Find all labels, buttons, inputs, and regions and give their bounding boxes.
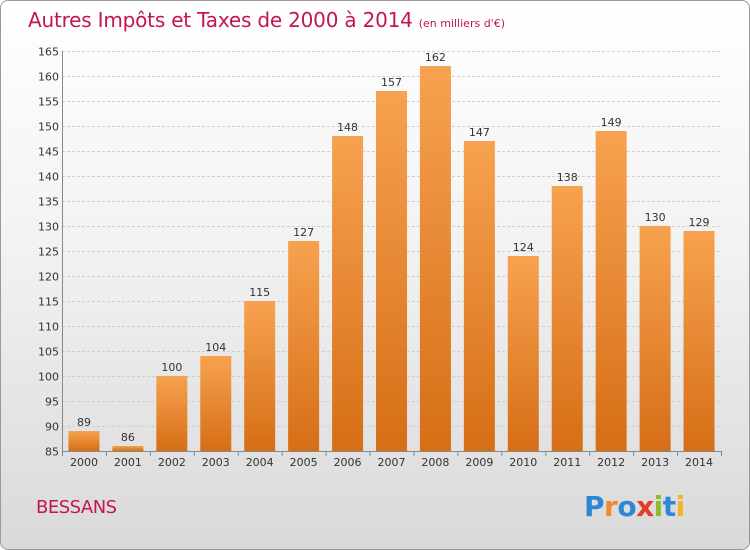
logo-letter: i — [653, 490, 664, 523]
data-label: 157 — [381, 76, 402, 89]
data-label: 162 — [425, 51, 446, 64]
bar — [639, 226, 671, 451]
data-label: 124 — [513, 241, 534, 254]
y-tick-label: 130 — [38, 221, 59, 234]
y-tick-label: 150 — [38, 121, 59, 134]
proxiti-logo: Proxiti — [584, 490, 685, 523]
y-tick-label: 160 — [38, 71, 59, 84]
data-label: 138 — [557, 171, 578, 184]
bar — [683, 231, 715, 451]
y-tick-label: 165 — [38, 46, 59, 59]
data-label: 100 — [161, 361, 182, 374]
data-label: 86 — [121, 431, 135, 444]
data-label: 89 — [77, 416, 91, 429]
y-tick-label: 110 — [38, 321, 59, 334]
bar — [463, 141, 495, 451]
bar — [200, 356, 232, 451]
chart-title: Autres Impôts et Taxes de 2000 à 2014 — [28, 8, 413, 32]
bar — [595, 131, 627, 451]
data-label: 129 — [689, 216, 710, 229]
x-tick-label: 2002 — [158, 456, 186, 469]
data-label: 104 — [205, 341, 226, 354]
logo-letter: P — [584, 490, 605, 523]
logo-letter: r — [604, 490, 618, 523]
x-tick-label: 2003 — [202, 456, 230, 469]
y-tick-label: 95 — [45, 396, 59, 409]
logo-letter: i — [675, 490, 686, 523]
data-label: 148 — [337, 121, 358, 134]
y-tick-label: 120 — [38, 271, 59, 284]
y-tick-label: 115 — [38, 296, 59, 309]
title-block: Autres Impôts et Taxes de 2000 à 2014 (en… — [28, 8, 505, 32]
x-tick-label: 2011 — [553, 456, 581, 469]
data-label: 115 — [249, 286, 270, 299]
bar — [112, 446, 144, 451]
data-label: 147 — [469, 126, 490, 139]
y-tick-label: 155 — [38, 96, 59, 109]
y-tick-label: 125 — [38, 246, 59, 259]
data-label: 149 — [601, 116, 622, 129]
x-tick-label: 2005 — [290, 456, 318, 469]
bar — [376, 91, 407, 451]
y-tick-label: 135 — [38, 196, 59, 209]
logo-letter: o — [617, 490, 637, 523]
bar — [156, 376, 188, 451]
data-label: 127 — [293, 226, 314, 239]
x-tick-label: 2014 — [685, 456, 713, 469]
bar — [551, 186, 583, 451]
bar — [419, 66, 451, 451]
x-tick-label: 2001 — [114, 456, 142, 469]
bar — [244, 301, 276, 451]
place-name: BESSANS — [36, 497, 117, 518]
x-tick-label: 2000 — [70, 456, 98, 469]
bar — [332, 136, 364, 451]
y-tick-label: 100 — [38, 371, 59, 384]
y-tick-label: 90 — [45, 421, 59, 434]
y-tick-label: 105 — [38, 346, 59, 359]
y-tick-label: 85 — [45, 446, 59, 459]
x-tick-label: 2010 — [509, 456, 537, 469]
y-tick-label: 145 — [38, 146, 59, 159]
bar — [507, 256, 539, 451]
x-tick-label: 2006 — [334, 456, 362, 469]
bar — [288, 241, 320, 451]
x-tick-label: 2012 — [597, 456, 625, 469]
x-tick-label: 2009 — [465, 456, 493, 469]
x-tick-label: 2013 — [641, 456, 669, 469]
logo-letter: t — [662, 490, 676, 523]
data-label: 130 — [645, 211, 666, 224]
bar — [68, 431, 100, 451]
logo-letter: x — [636, 490, 654, 523]
y-tick-label: 140 — [38, 171, 59, 184]
chart-subtitle: (en milliers d'€) — [418, 17, 505, 30]
x-tick-label: 2008 — [421, 456, 449, 469]
x-tick-label: 2004 — [246, 456, 274, 469]
x-tick-label: 2007 — [378, 456, 406, 469]
